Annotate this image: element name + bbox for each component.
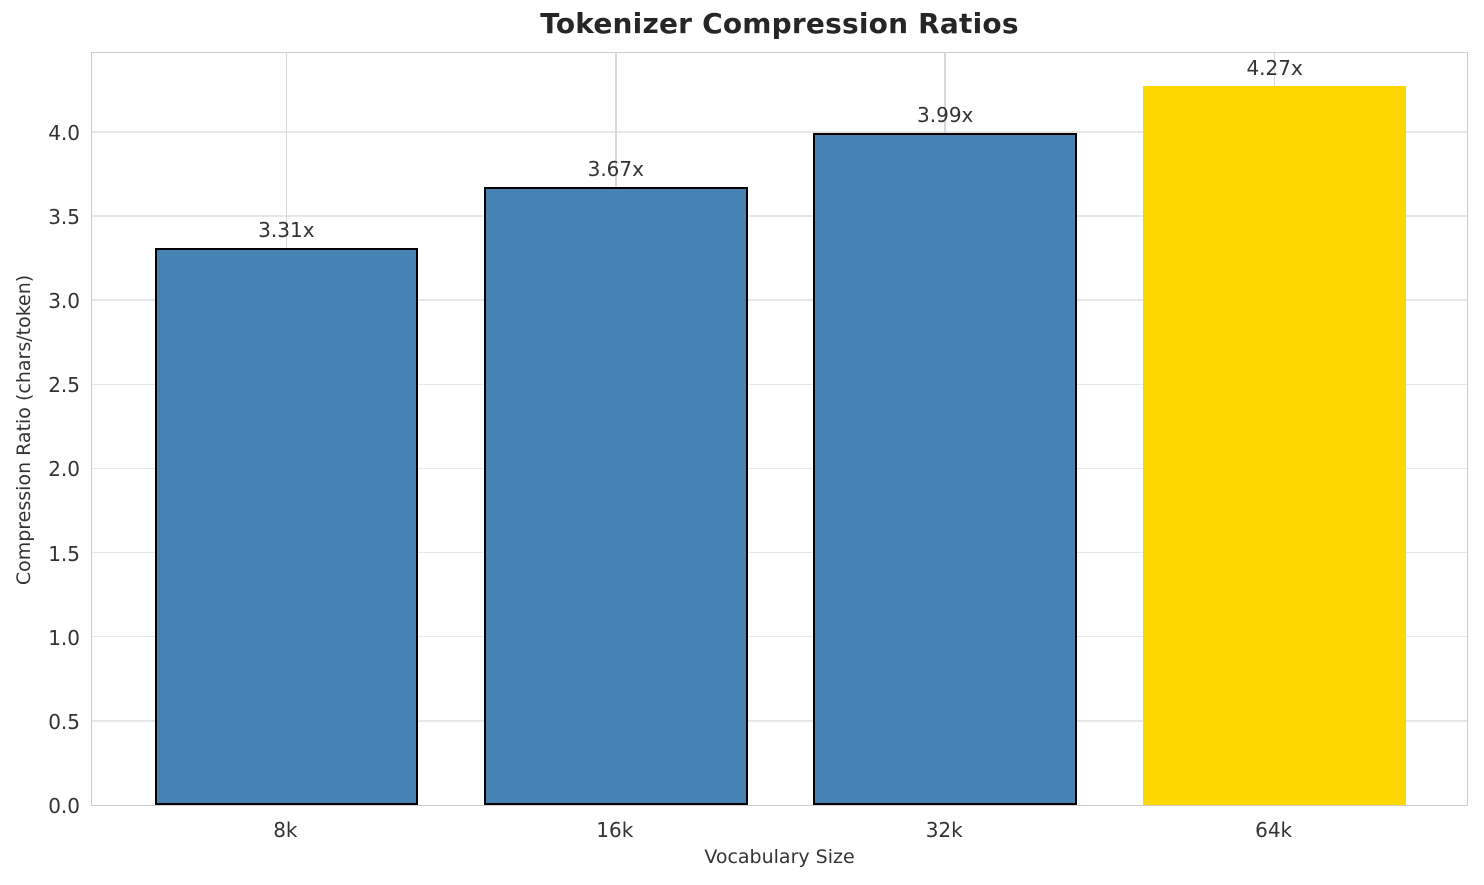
y-axis-tick-label: 2.0 xyxy=(48,457,80,482)
h-gridline xyxy=(92,551,1467,554)
x-axis-tick-label: 32k xyxy=(925,818,963,842)
h-gridline xyxy=(92,131,1467,133)
h-gridline xyxy=(92,215,1467,217)
h-gridline xyxy=(92,635,1467,638)
y-axis-tick-label: 1.0 xyxy=(48,625,80,650)
bar-32k xyxy=(813,133,1077,805)
y-axis-label: Compression Ratio (chars/token) xyxy=(13,274,35,586)
bar-8k xyxy=(154,247,419,805)
h-gridline xyxy=(92,299,1467,301)
x-axis-tick-label: 64k xyxy=(1255,818,1293,842)
y-axis-tick-label: 0.5 xyxy=(48,709,80,734)
chart-title: Tokenizer Compression Ratios xyxy=(540,7,1019,40)
bar-value-label: 3.99x xyxy=(917,103,974,128)
bar-16k xyxy=(484,187,748,805)
y-axis-tick-label: 0.0 xyxy=(48,794,80,818)
y-axis-tick-label: 3.5 xyxy=(48,204,80,229)
h-gridline xyxy=(92,720,1467,722)
y-axis-tick-label: 1.5 xyxy=(48,541,80,566)
h-gridline xyxy=(92,383,1467,385)
plot-area: 3.31x 3.67x 3.99x 4.27x xyxy=(91,52,1468,806)
x-axis-tick-label: 16k xyxy=(596,818,634,842)
y-axis-tick-label: 2.5 xyxy=(48,373,80,398)
y-axis-tick-label: 3.0 xyxy=(48,289,80,314)
bar-value-label: 3.67x xyxy=(587,157,644,182)
bar-value-label: 4.27x xyxy=(1246,56,1303,81)
x-axis-tick-label: 8k xyxy=(273,818,298,842)
bar-value-label: 3.31x xyxy=(258,217,315,242)
h-gridline xyxy=(92,467,1467,470)
bar-64k xyxy=(1142,86,1407,805)
y-axis-tick-label: 4.0 xyxy=(48,120,80,145)
x-axis-label: Vocabulary Size xyxy=(704,846,855,868)
